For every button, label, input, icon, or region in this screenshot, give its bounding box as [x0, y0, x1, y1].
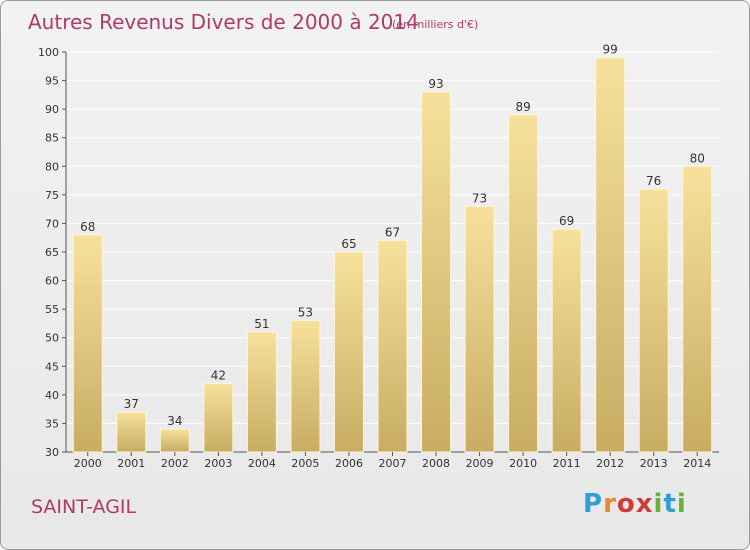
y-tick-label: 95 [45, 75, 59, 88]
logo-letter: i [676, 489, 687, 519]
x-tick-label: 2005 [291, 457, 319, 470]
x-tick-label: 2008 [422, 457, 450, 470]
data-label: 67 [385, 226, 400, 240]
bar [159, 428, 190, 453]
data-label: 93 [428, 77, 443, 91]
bar [421, 91, 452, 453]
data-label: 89 [515, 100, 530, 114]
data-label: 73 [472, 191, 487, 205]
bar [595, 57, 626, 453]
y-tick-label: 80 [45, 160, 59, 173]
data-label: 51 [254, 317, 269, 331]
logo-letter: t [663, 489, 677, 519]
logo-letter: o [616, 489, 636, 519]
y-tick-label: 65 [45, 246, 59, 259]
data-label: 37 [124, 397, 139, 411]
x-tick-label: 2010 [509, 457, 537, 470]
bar [290, 320, 321, 453]
y-tick-label: 100 [38, 46, 59, 59]
x-tick-label: 2001 [117, 457, 145, 470]
bar [72, 234, 103, 453]
bar [682, 165, 713, 453]
bar [333, 251, 364, 453]
logo-letter: i [653, 489, 664, 519]
place-name: SAINT-AGIL [31, 496, 137, 518]
y-tick-label: 35 [45, 417, 59, 430]
data-label: 34 [167, 414, 182, 428]
bar [551, 228, 582, 453]
y-tick-label: 90 [45, 103, 59, 116]
x-tick-label: 2007 [379, 457, 407, 470]
data-label: 76 [646, 174, 661, 188]
logo-letter: r [603, 489, 617, 519]
bar [464, 205, 495, 453]
bar [203, 382, 234, 453]
x-tick-label: 2000 [74, 457, 102, 470]
proxiti-logo: Proxiti [583, 489, 687, 519]
x-tick-label: 2011 [553, 457, 581, 470]
bar [638, 188, 669, 453]
bar [116, 411, 147, 453]
x-tick-label: 2002 [161, 457, 189, 470]
x-tick-label: 2013 [640, 457, 668, 470]
x-tick-label: 2009 [466, 457, 494, 470]
x-tick-label: 2012 [596, 457, 624, 470]
y-tick-label: 40 [45, 389, 59, 402]
data-label: 65 [341, 237, 356, 251]
y-tick-label: 30 [45, 446, 59, 459]
y-tick-label: 55 [45, 303, 59, 316]
data-label: 80 [690, 151, 705, 165]
data-label: 42 [211, 368, 226, 382]
y-tick-label: 85 [45, 132, 59, 145]
bar [246, 331, 277, 453]
chart-title: Autres Revenus Divers de 2000 à 2014 [28, 10, 419, 34]
y-tick-label: 70 [45, 217, 59, 230]
y-tick-label: 60 [45, 275, 59, 288]
logo-letter: x [635, 489, 654, 519]
x-tick-label: 2003 [204, 457, 232, 470]
y-tick-label: 45 [45, 360, 59, 373]
data-label: 53 [298, 306, 313, 320]
data-label: 68 [80, 220, 95, 234]
bar [377, 240, 408, 453]
x-tick-label: 2014 [683, 457, 711, 470]
data-label: 99 [603, 43, 618, 57]
logo-letter: P [583, 489, 604, 519]
x-tick-label: 2006 [335, 457, 363, 470]
bar [508, 114, 539, 453]
data-label: 69 [559, 214, 574, 228]
y-tick-label: 50 [45, 332, 59, 345]
chart-unit: (en milliers d'€) [392, 18, 479, 31]
y-tick-label: 75 [45, 189, 59, 202]
x-tick-label: 2004 [248, 457, 276, 470]
